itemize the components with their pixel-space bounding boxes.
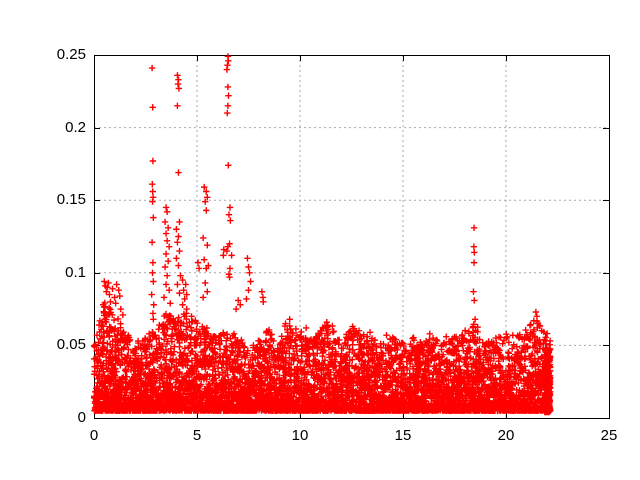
x-tick-label: 5 bbox=[192, 427, 202, 444]
x-tick-label: 10 bbox=[291, 427, 309, 444]
x-tick-label: 25 bbox=[600, 427, 618, 444]
y-tick-label: 0.2 bbox=[65, 118, 86, 136]
y-tick-label: 0.05 bbox=[56, 336, 86, 354]
y-tick-label: 0 bbox=[77, 409, 86, 426]
y-tick-label: 0.25 bbox=[56, 46, 86, 63]
x-tick-label: 0 bbox=[89, 427, 99, 444]
x-tick-label: 15 bbox=[394, 427, 412, 444]
y-tick-label: 0.1 bbox=[65, 263, 86, 281]
y-tick-label: 0.15 bbox=[56, 191, 86, 209]
x-tick-label: 20 bbox=[497, 427, 515, 444]
